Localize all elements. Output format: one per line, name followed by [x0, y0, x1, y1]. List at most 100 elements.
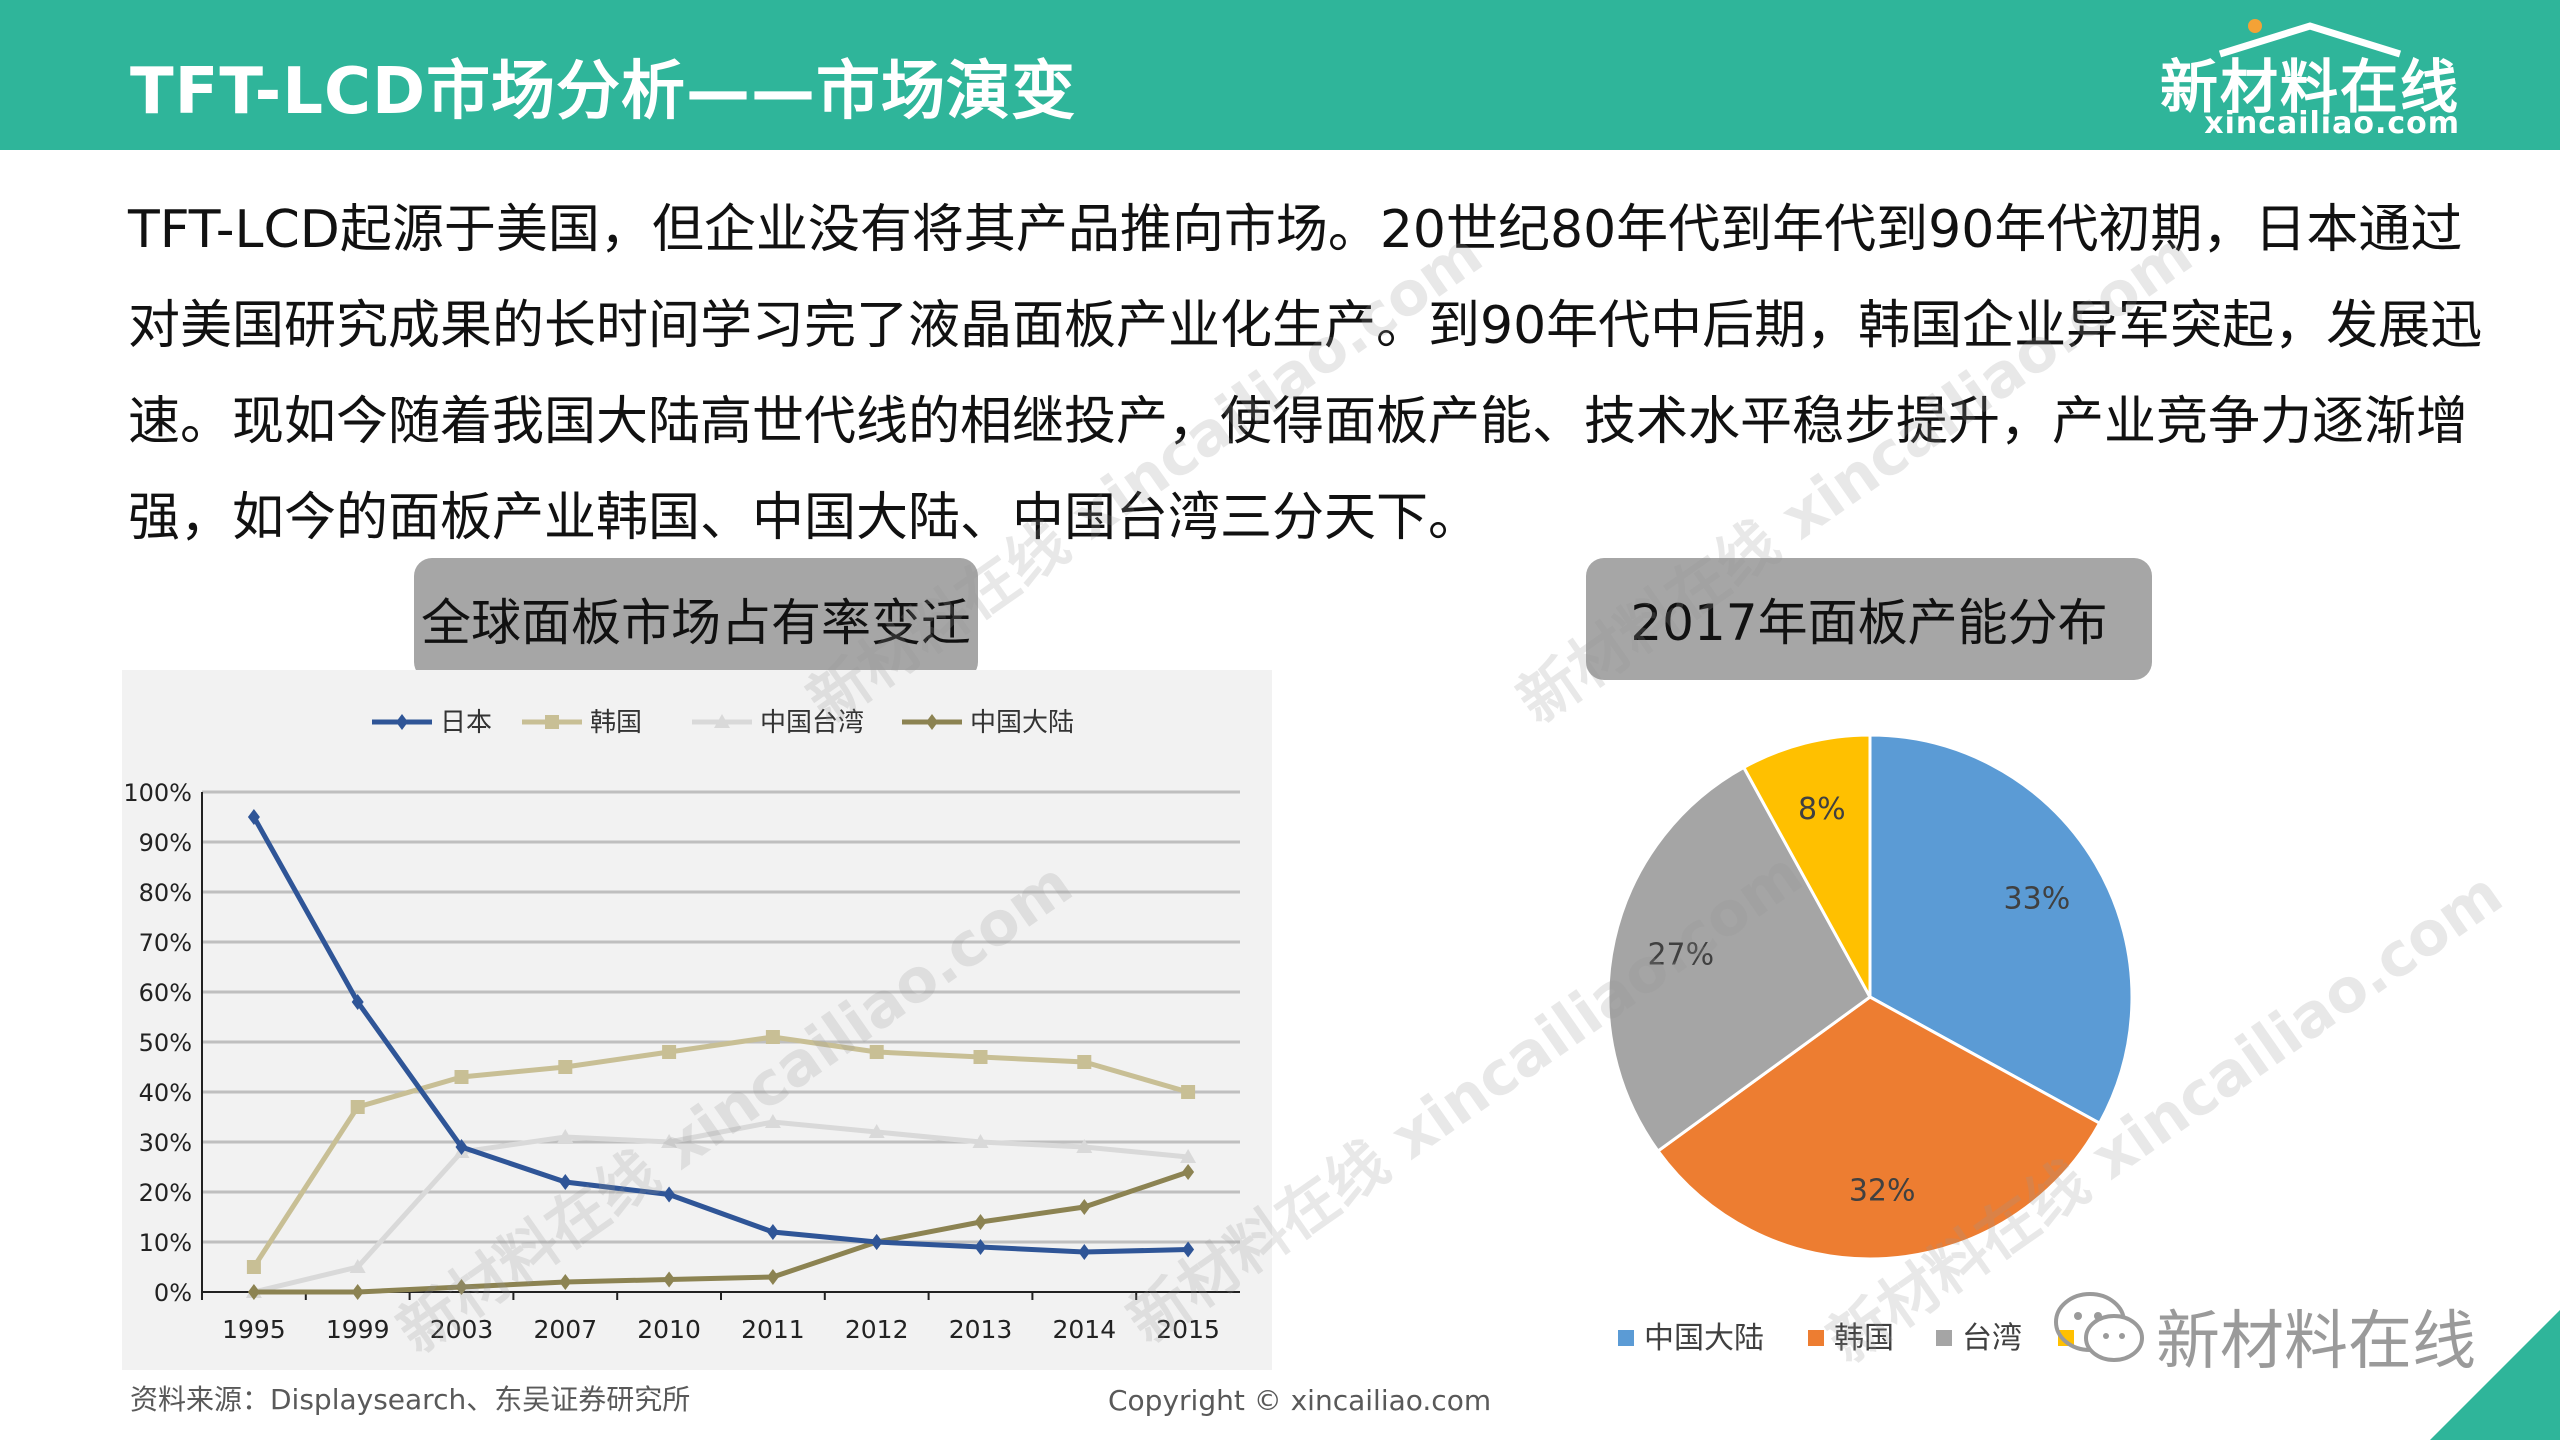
pie-legend-label: 中国大陆: [1644, 1321, 1764, 1356]
data-point: [1182, 1241, 1195, 1258]
pie-legend-entry: 韩国: [1808, 1321, 1894, 1356]
wechat-brand-text: 新材料在线: [2156, 1305, 2476, 1379]
pie-slice-日本: [1741, 733, 1872, 998]
wechat-icon: [2054, 1292, 2144, 1362]
x-tick-label: 2013: [949, 1315, 1013, 1344]
data-point: [351, 994, 364, 1010]
data-point: [1181, 1085, 1196, 1099]
copyright-note: Copyright © xincailiao.com: [1108, 1384, 1492, 1417]
y-tick-label: 0%: [154, 1279, 192, 1307]
data-point: [557, 1129, 574, 1143]
pie-data-label: 32%: [1849, 1173, 1916, 1208]
legend-entry: 韩国: [522, 708, 642, 738]
y-tick-label: 30%: [139, 1129, 192, 1157]
data-point: [663, 1186, 676, 1203]
market-share-line-chart: 0% 10% 20% 30% 40% 50% 60% 70% 80% 90% 100% 1995 199…: [123, 708, 1240, 1344]
data-point: [454, 1070, 469, 1084]
x-tick-label: 2007: [533, 1315, 597, 1344]
x-tick-label: 2003: [430, 1315, 494, 1344]
pie-legend-swatch: [1618, 1330, 1634, 1346]
legend-label: 日本: [440, 708, 492, 738]
data-point: [764, 1114, 781, 1128]
data-point: [246, 1260, 261, 1274]
y-tick-label: 70%: [139, 929, 192, 957]
logo-text-en: xincailiao.com: [2204, 106, 2460, 141]
y-tick-label: 60%: [139, 979, 192, 1007]
data-point: [1076, 1139, 1093, 1153]
pie-legend-swatch: [1936, 1330, 1952, 1346]
data-point: [868, 1124, 885, 1138]
data-point: [663, 1271, 676, 1288]
data-point: [1180, 1149, 1197, 1163]
data-point: [766, 1269, 779, 1285]
pie-legend-label: 韩国: [1834, 1321, 1894, 1356]
line-chart-panel: 0% 10% 20% 30% 40% 50% 60% 70% 80% 90% 100% 1995 199…: [122, 670, 1272, 1370]
line-chart-label: 全球面板市场占有率变迁: [414, 558, 978, 680]
data-point: [1077, 1055, 1092, 1069]
pie-data-label: 27%: [1647, 938, 1714, 973]
y-tick-label: 80%: [139, 879, 192, 907]
legend-label: 韩国: [590, 708, 642, 738]
x-tick-label: 2011: [741, 1315, 805, 1344]
legend-label: 中国台湾: [760, 708, 864, 738]
wechat-watermark: 新材料在线: [2050, 1282, 2490, 1379]
data-point: [558, 1060, 573, 1074]
corner-accent: [2430, 1310, 2560, 1440]
legend-label: 中国大陆: [970, 708, 1074, 738]
data-point: [247, 809, 260, 825]
legend-marker: [926, 714, 938, 730]
pie-slice-韩国: [1655, 995, 2102, 1261]
pie-slice-中国大陆: [1868, 733, 2134, 1126]
pie-legend-entry: 中国大陆: [1618, 1321, 1764, 1356]
data-point: [247, 1284, 260, 1300]
legend-entry: 中国大陆: [902, 708, 1074, 738]
data-point: [559, 1274, 572, 1290]
series-日本: [247, 809, 1195, 1260]
x-tick-label: 1995: [222, 1315, 286, 1344]
pie-legend-swatch: [2058, 1330, 2074, 1346]
legend-marker: [714, 714, 730, 728]
y-tick-label: 90%: [139, 829, 192, 857]
data-point: [559, 1174, 572, 1190]
header-bar: TFT-LCD市场分析——市场演变 新材料在线 xincailiao.com: [0, 0, 2560, 150]
x-tick-label: 1999: [326, 1315, 390, 1344]
logo-text-cn: 新材料在线: [2160, 53, 2461, 121]
x-tick-label: 2012: [845, 1315, 909, 1344]
data-point: [973, 1050, 988, 1064]
pie-data-label: 8%: [1798, 792, 1846, 827]
data-point: [869, 1045, 884, 1059]
pie-data-label: 33%: [2004, 881, 2071, 916]
pie-legend-entry: 台湾: [1936, 1321, 2022, 1356]
data-point: [766, 1224, 779, 1240]
data-point: [351, 1284, 364, 1300]
page-title: TFT-LCD市场分析——市场演变: [130, 55, 1077, 129]
data-point: [1078, 1244, 1091, 1260]
y-tick-label: 50%: [139, 1029, 192, 1057]
series-韩国: [246, 1030, 1196, 1274]
data-point: [972, 1134, 989, 1148]
brand-logo: 新材料在线 xincailiao.com: [2160, 18, 2461, 141]
series-line: [253, 1119, 1189, 1295]
series-line: [251, 1034, 1189, 1269]
data-point: [1182, 1164, 1195, 1180]
data-point: [974, 1239, 987, 1255]
data-point: [455, 1139, 468, 1155]
series-line: [251, 815, 1189, 1255]
series-line: [253, 1169, 1189, 1295]
capacity-pie-chart: 33%32%27%8%中国大陆韩国台湾日: [1606, 733, 2134, 1356]
data-point: [765, 1030, 780, 1044]
data-point: [662, 1045, 677, 1059]
x-tick-label: 2010: [637, 1315, 701, 1344]
legend-entry: 日本: [372, 708, 492, 738]
pie-chart-label: 2017年面板产能分布: [1586, 558, 2152, 680]
intro-paragraph: TFT-LCD起源于美国，但企业没有将其产品推向市场。20世纪80年代到年代到9…: [128, 200, 2483, 548]
y-tick-label: 40%: [139, 1079, 192, 1107]
x-tick-label: 2015: [1156, 1315, 1220, 1344]
legend-marker: [396, 714, 408, 730]
legend-marker: [545, 715, 559, 729]
data-point: [661, 1134, 678, 1148]
pie-legend-label: 台湾: [1962, 1321, 2022, 1356]
logo-roof-icon: [2218, 19, 2402, 58]
data-point: [870, 1234, 883, 1250]
data-point: [974, 1214, 987, 1230]
